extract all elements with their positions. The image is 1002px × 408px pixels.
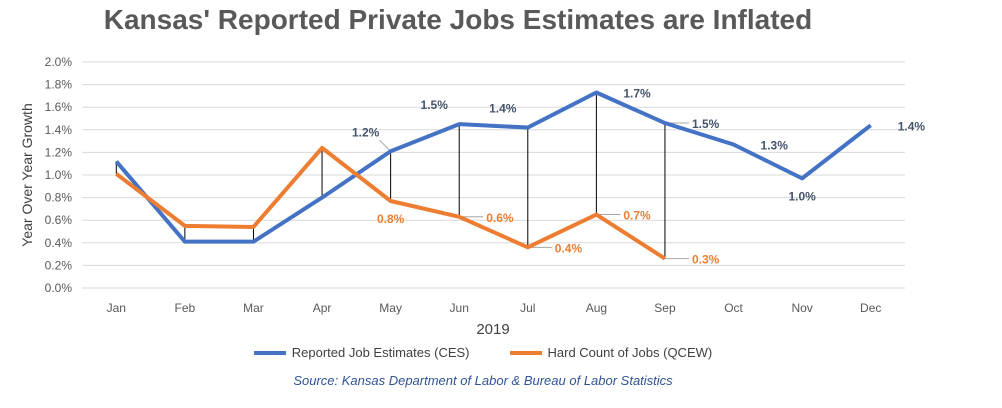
y-tick-label: 0.8% <box>45 191 73 205</box>
y-tick-label: 1.2% <box>45 145 73 159</box>
x-tick-labels: Jan Feb Mar Apr May Jun Jul Aug Sep Oct Nov Dec <box>107 301 882 315</box>
legend-swatch-qcew <box>509 350 542 355</box>
x-tick-label: Jul <box>520 301 535 315</box>
y-tick-label: 0.4% <box>45 236 73 250</box>
ces-data-label: 1.5% <box>692 117 720 131</box>
x-tick-label: Jun <box>450 301 469 315</box>
qcew-data-label: 0.6% <box>486 211 514 225</box>
x-tick-label: May <box>379 301 402 315</box>
x-tick-label: Feb <box>175 301 196 315</box>
gridlines <box>82 61 905 289</box>
ces-series-line <box>114 90 872 244</box>
legend-swatch-ces <box>253 350 286 355</box>
legend-item-ces: Reported Job Estimates (CES) <box>253 345 470 360</box>
ces-data-label: 1.0% <box>788 189 816 203</box>
x-tick-label: Jan <box>107 301 126 315</box>
label-leader-line <box>379 139 391 152</box>
qcew-data-label: 0.3% <box>692 253 720 267</box>
y-axis-label: Year Over Year Growth <box>19 103 35 246</box>
series-lines <box>114 90 872 261</box>
x-tick-label: Apr <box>313 301 332 315</box>
qcew-series-line <box>115 145 667 261</box>
label-leader-lines <box>379 122 689 260</box>
y-tick-label: 2.0% <box>45 55 73 69</box>
source-note: Source: Kansas Department of Labor & Bur… <box>293 373 673 388</box>
ces-data-label: 1.2% <box>352 125 380 139</box>
y-tick-label: 0.6% <box>45 213 73 227</box>
legend: Reported Job Estimates (CES) Hard Count … <box>0 345 966 360</box>
data-labels: 1.2% 1.5% 1.4% 1.7% 1.5% 1.3% 1.0% 1.4% 0.8% 0.6%… <box>352 87 925 267</box>
ces-data-label: 1.5% <box>421 98 449 112</box>
x-tick-label: Oct <box>724 301 743 315</box>
y-tick-labels: 0.0% 0.2% 0.4% 0.6% 0.8% 1.0% 1.2% 1.4% 1.6% 1.8%… <box>45 55 73 295</box>
ces-data-label: 1.4% <box>489 102 517 116</box>
y-tick-label: 1.4% <box>45 123 73 137</box>
qcew-data-label: 0.8% <box>377 212 405 226</box>
x-tick-label: Mar <box>243 301 264 315</box>
x-tick-label: Sep <box>654 301 676 315</box>
y-tick-label: 0.0% <box>45 281 73 295</box>
y-tick-label: 1.0% <box>45 168 73 182</box>
chart-title: Kansas' Reported Private Jobs Estimates … <box>103 4 813 35</box>
x-tick-label: Aug <box>586 301 607 315</box>
y-tick-label: 0.2% <box>45 258 73 272</box>
ces-data-label: 1.3% <box>761 138 789 152</box>
x-axis-label: 2019 <box>476 321 509 338</box>
x-tick-label: Dec <box>860 301 881 315</box>
x-tick-label: Nov <box>791 301 812 315</box>
qcew-data-label: 0.4% <box>555 241 583 255</box>
ces-data-label: 1.4% <box>898 119 926 133</box>
y-tick-label: 1.8% <box>45 78 73 92</box>
ces-data-label: 1.7% <box>623 87 651 101</box>
legend-item-qcew: Hard Count of Jobs (QCEW) <box>509 345 713 360</box>
difference-connectors <box>115 92 666 259</box>
qcew-data-label: 0.7% <box>623 209 651 223</box>
legend-label-qcew: Hard Count of Jobs (QCEW) <box>547 345 713 360</box>
legend-label-ces: Reported Job Estimates (CES) <box>291 345 470 360</box>
y-tick-label: 1.6% <box>45 100 73 114</box>
